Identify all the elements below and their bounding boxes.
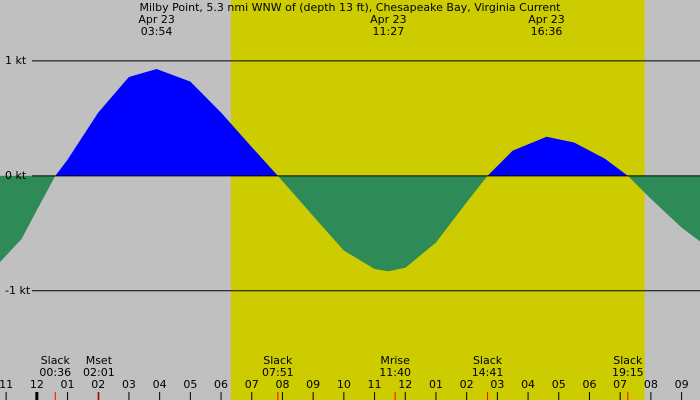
- x-tick-label: 10: [337, 378, 351, 391]
- x-tick-label: 09: [675, 378, 689, 391]
- peak-date: Apr 23: [138, 13, 175, 26]
- event-time: 19:15: [612, 366, 644, 379]
- event-label: Slack: [263, 354, 293, 367]
- peak-time: 11:27: [373, 25, 405, 38]
- x-tick-label: 05: [552, 378, 566, 391]
- x-tick-label: 06: [582, 378, 596, 391]
- event-time: 02:01: [83, 366, 115, 379]
- x-tick-label: 12: [30, 378, 44, 391]
- x-tick-label: 08: [644, 378, 658, 391]
- x-tick-label: 03: [490, 378, 504, 391]
- x-tick-label: 04: [521, 378, 535, 391]
- event-time: 11:40: [379, 366, 411, 379]
- event-label: Mset: [86, 354, 113, 367]
- x-tick-label: 01: [61, 378, 75, 391]
- event-label: Slack: [613, 354, 643, 367]
- x-tick-label: 11: [368, 378, 382, 391]
- event-label: Mrise: [380, 354, 410, 367]
- event-label: Slack: [473, 354, 503, 367]
- x-tick-label: 03: [122, 378, 136, 391]
- peak-date: Apr 23: [370, 13, 407, 26]
- x-tick-label: 12: [398, 378, 412, 391]
- flood-area: [0, 69, 700, 176]
- y-tick-label: 0 kt: [5, 169, 27, 182]
- x-tick-label: 07: [613, 378, 627, 391]
- event-time: 00:36: [39, 366, 71, 379]
- x-tick-label: 11: [0, 378, 13, 391]
- ebb-area: [0, 175, 700, 272]
- y-tick-label: -1 kt: [5, 284, 31, 297]
- x-tick-label: 02: [460, 378, 474, 391]
- chart-title: Milby Point, 5.3 nmi WNW of (depth 13 ft…: [140, 1, 562, 14]
- x-tick-label: 07: [245, 378, 259, 391]
- x-tick-label: 02: [91, 378, 105, 391]
- event-time: 07:51: [262, 366, 294, 379]
- event-label: Slack: [41, 354, 71, 367]
- x-tick-label: 05: [183, 378, 197, 391]
- peak-time: 03:54: [141, 25, 173, 38]
- x-tick-label: 01: [429, 378, 443, 391]
- y-tick-label: 1 kt: [5, 54, 27, 67]
- x-tick-label: 06: [214, 378, 228, 391]
- peak-time: 16:36: [531, 25, 563, 38]
- x-tick-label: 09: [306, 378, 320, 391]
- peak-date: Apr 23: [528, 13, 565, 26]
- event-time: 14:41: [472, 366, 504, 379]
- x-tick-label: 04: [153, 378, 167, 391]
- x-tick-label: 08: [275, 378, 289, 391]
